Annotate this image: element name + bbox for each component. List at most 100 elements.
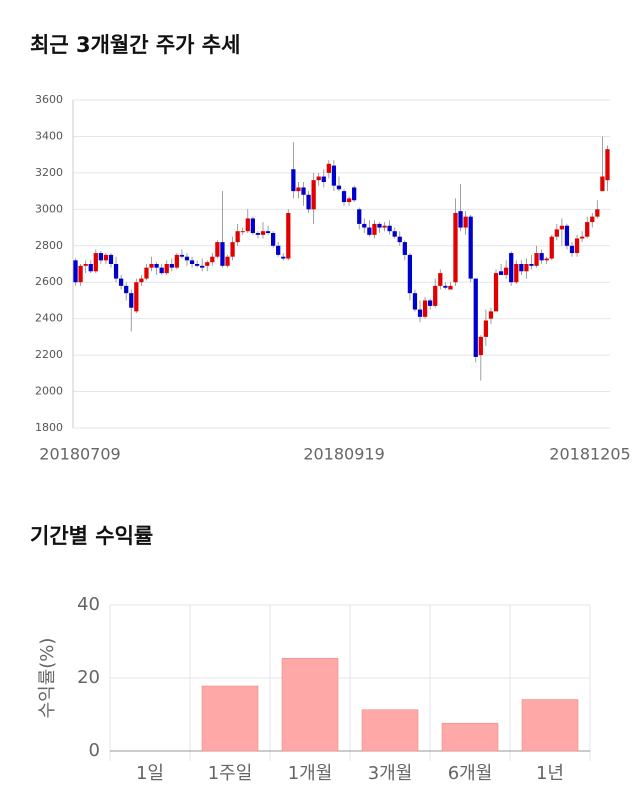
candle-body bbox=[392, 231, 397, 237]
candle-body bbox=[504, 267, 509, 275]
candle-body bbox=[463, 216, 468, 228]
candle-body bbox=[488, 311, 494, 319]
candle-body bbox=[144, 267, 149, 279]
candle-body bbox=[169, 264, 174, 268]
candle-body bbox=[554, 229, 559, 237]
candle-body bbox=[352, 187, 357, 201]
y-tick-label: 2400 bbox=[35, 312, 63, 325]
candle-body bbox=[270, 233, 276, 246]
candle-body bbox=[296, 187, 301, 192]
candle-body bbox=[205, 262, 210, 266]
y-tick-label: 20 bbox=[77, 667, 100, 688]
x-tick-label: 20180919 bbox=[303, 445, 384, 464]
candle-body bbox=[93, 253, 98, 272]
candle-body bbox=[336, 185, 342, 190]
candle-body bbox=[544, 258, 549, 261]
candle-body bbox=[301, 187, 306, 195]
candle-body bbox=[281, 256, 286, 259]
candle-body bbox=[483, 320, 489, 337]
candle-body bbox=[321, 176, 326, 182]
candle-body bbox=[73, 260, 78, 283]
y-tick-label: 3400 bbox=[35, 129, 63, 142]
candle-body bbox=[215, 242, 220, 257]
candle-body bbox=[564, 225, 570, 246]
candle-body bbox=[367, 227, 372, 235]
candle-body bbox=[580, 236, 585, 239]
candle-body bbox=[509, 253, 514, 283]
y-tick-label: 0 bbox=[89, 740, 100, 761]
candle-body bbox=[372, 223, 377, 235]
candle-body bbox=[387, 225, 392, 232]
candle-body bbox=[524, 264, 529, 272]
candle-body bbox=[331, 165, 337, 186]
candle-body bbox=[108, 254, 114, 264]
bar bbox=[521, 699, 579, 752]
candle-body bbox=[184, 256, 190, 261]
candle-body bbox=[438, 273, 443, 286]
candle-body bbox=[306, 194, 311, 210]
y-tick-label: 1800 bbox=[35, 421, 63, 434]
candle-body bbox=[286, 212, 291, 259]
candle-body bbox=[194, 264, 200, 266]
candle-body bbox=[78, 265, 83, 283]
y-tick-label: 2200 bbox=[35, 348, 63, 361]
candle-body bbox=[433, 285, 438, 306]
candle-body bbox=[179, 254, 185, 257]
candle-body bbox=[174, 254, 179, 268]
candle-body bbox=[240, 231, 245, 233]
candle-body bbox=[189, 260, 195, 264]
candle-body bbox=[159, 267, 164, 274]
candle-body bbox=[124, 285, 129, 294]
candle-body bbox=[448, 285, 453, 290]
candle-body bbox=[341, 191, 347, 203]
x-tick-label: 1개월 bbox=[288, 763, 333, 784]
candle-body bbox=[210, 256, 215, 263]
candle-body bbox=[235, 231, 240, 243]
candle-body bbox=[316, 176, 321, 181]
candle-body bbox=[473, 278, 478, 357]
bar bbox=[201, 685, 259, 752]
candle-body bbox=[478, 336, 483, 356]
chart-title: 기간별 수익률 bbox=[30, 524, 153, 548]
candle-body bbox=[569, 245, 575, 254]
candle-body bbox=[595, 209, 600, 217]
candle-body bbox=[493, 273, 499, 312]
candle-body bbox=[149, 264, 154, 268]
candle-body bbox=[220, 242, 225, 266]
x-tick-label: 20180709 bbox=[39, 445, 120, 464]
y-tick-label: 2000 bbox=[35, 385, 63, 398]
candle-body bbox=[407, 254, 413, 294]
candle-body bbox=[255, 233, 261, 235]
candle-body bbox=[291, 169, 296, 192]
candle-body bbox=[200, 265, 205, 268]
y-tick-label: 40 bbox=[77, 594, 100, 615]
bar bbox=[281, 657, 339, 752]
candle-body bbox=[382, 225, 387, 228]
y-tick-label: 2600 bbox=[35, 275, 63, 288]
candle-body bbox=[397, 236, 402, 243]
candle-body bbox=[402, 242, 407, 255]
candle-body bbox=[534, 253, 539, 266]
candle-body bbox=[377, 223, 382, 228]
candle-body bbox=[154, 264, 159, 268]
y-axis-label: 수익률(%) bbox=[37, 638, 58, 719]
candle-body bbox=[453, 212, 458, 283]
candle-body bbox=[250, 218, 255, 234]
x-tick-label: 1주일 bbox=[208, 763, 253, 784]
candle-body bbox=[417, 309, 423, 317]
candle-body bbox=[260, 231, 266, 235]
y-tick-label: 2800 bbox=[35, 239, 63, 252]
candle-body bbox=[590, 216, 595, 223]
bar bbox=[441, 722, 499, 752]
x-tick-label: 6개월 bbox=[448, 763, 493, 784]
candle-body bbox=[539, 253, 544, 261]
candle-body bbox=[605, 149, 610, 181]
bar bbox=[361, 709, 419, 752]
candle-body bbox=[357, 209, 362, 224]
candle-body bbox=[326, 163, 331, 173]
candle-body bbox=[164, 264, 169, 274]
x-tick-label: 20181205 bbox=[549, 445, 630, 464]
chart-title: 최근 3개월간 주가 추세 bbox=[30, 33, 240, 57]
candle-body bbox=[428, 300, 433, 306]
candle-body bbox=[225, 256, 230, 266]
